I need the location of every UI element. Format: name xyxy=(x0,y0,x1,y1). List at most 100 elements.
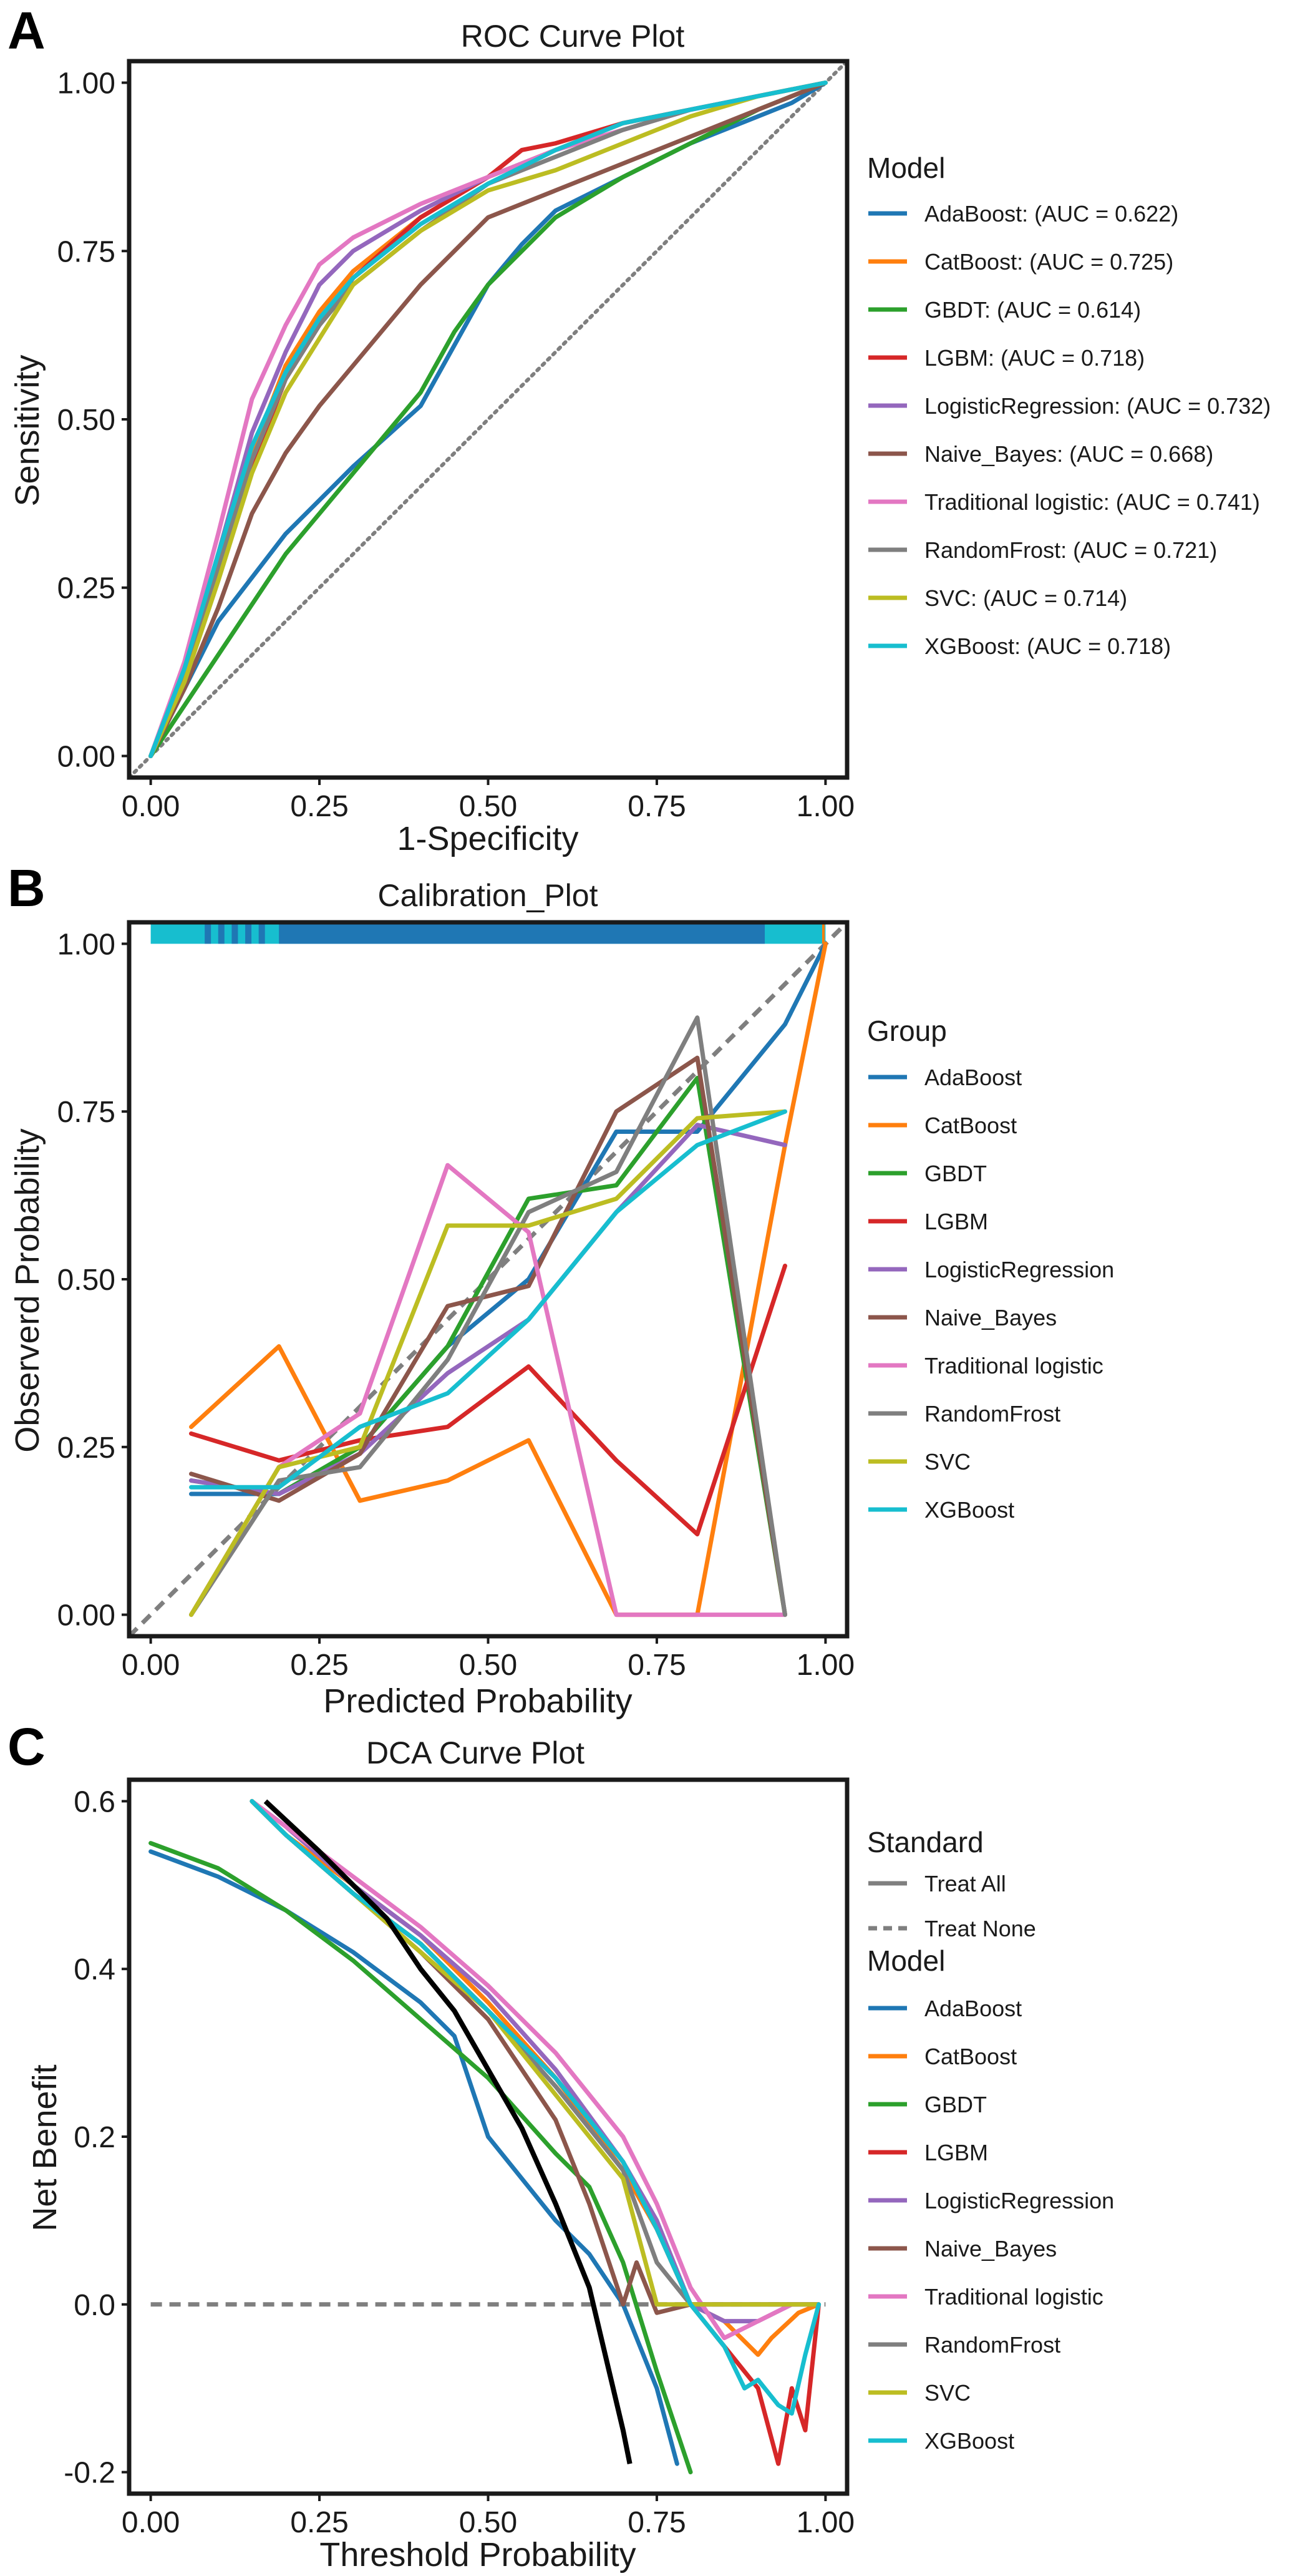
x-tick-label: 1.00 xyxy=(797,1649,855,1682)
y-tick-label: 1.00 xyxy=(57,67,115,100)
y-tick-label: 1.00 xyxy=(57,928,115,961)
series-line-gbdt xyxy=(148,1841,693,2475)
legend-label-svc: SVC: (AUC = 0.714) xyxy=(924,585,1127,611)
series-line-gbdt xyxy=(148,80,828,758)
rug-mark xyxy=(245,922,252,944)
legend-label-gbdt: GBDT: (AUC = 0.614) xyxy=(924,297,1141,323)
legend-label-catboost: CatBoost xyxy=(924,1113,1017,1138)
legend-label-adaboost: AdaBoost xyxy=(924,1065,1022,1090)
chart-title: DCA Curve Plot xyxy=(366,1735,584,1770)
legend-label-lgbm: LGBM xyxy=(924,2140,988,2165)
y-tick-label: 0.00 xyxy=(57,1599,115,1632)
rug-mark xyxy=(258,922,265,944)
legend-label-gbdt: GBDT xyxy=(924,2092,987,2117)
x-tick-label: 0.00 xyxy=(122,1649,180,1682)
plot-frame xyxy=(127,920,850,1639)
series-line-svc xyxy=(189,1109,787,1617)
panel-label: C xyxy=(7,1717,46,1776)
x-tick-label: 0.00 xyxy=(122,790,180,823)
rug-mark xyxy=(218,922,225,944)
panel-label: A xyxy=(7,1,46,60)
legend-label-naive-bayes: Naive_Bayes: (AUC = 0.668) xyxy=(924,441,1213,467)
series-line-xgboost xyxy=(189,1109,787,1490)
legend-label-gbdt: GBDT xyxy=(924,1161,987,1186)
y-tick-label: 0.50 xyxy=(57,404,115,437)
series-line-catboost xyxy=(250,1798,822,2357)
legend-label-logisticregression: LogisticRegression xyxy=(924,2188,1114,2213)
legend-label-naive-bayes: Naive_Bayes xyxy=(924,2236,1057,2261)
chart-title: Calibration_Plot xyxy=(378,878,598,913)
legend-label-svc: SVC xyxy=(924,2380,971,2406)
series-line-randomfrost xyxy=(189,1015,787,1617)
reference-diagonal xyxy=(129,922,847,1636)
series-line-xgboost xyxy=(148,80,828,758)
legend-label-logisticregression: LogisticRegression: (AUC = 0.732) xyxy=(924,393,1271,419)
legend-label-traditional-logistic: Traditional logistic xyxy=(924,1353,1103,1378)
legend: Group AdaBoost CatBoost GBDT LGBM LogisticReg… xyxy=(867,1015,1114,1523)
chart-title: ROC Curve Plot xyxy=(461,19,685,54)
y-tick-label: 0.75 xyxy=(57,235,115,268)
x-tick-label: 0.50 xyxy=(459,1649,517,1682)
y-axis-label: Observerd Probability xyxy=(9,1128,46,1452)
y-tick-label: 0.25 xyxy=(57,1432,115,1465)
plot-area xyxy=(148,1798,826,2475)
legend-label-traditional-logistic: Traditional logistic xyxy=(924,2284,1103,2310)
rug-mark xyxy=(231,922,238,944)
x-tick-label: 0.75 xyxy=(628,1649,686,1682)
y-axis-label: Sensitivity xyxy=(9,354,46,506)
legend-label-xgboost: XGBoost: (AUC = 0.718) xyxy=(924,633,1171,659)
x-tick-label: 0.25 xyxy=(290,2506,348,2539)
plot-area xyxy=(129,922,847,1636)
y-tick-label: 0.75 xyxy=(57,1096,115,1129)
legend-label-adaboost: AdaBoost: (AUC = 0.622) xyxy=(924,201,1178,227)
y-tick-label: 0.0 xyxy=(74,2289,115,2322)
y-tick-label: 0.00 xyxy=(57,740,115,773)
series-line-naive-bayes xyxy=(148,80,828,758)
x-tick-label: 0.25 xyxy=(290,790,348,823)
x-tick-label: 0.00 xyxy=(122,2506,180,2539)
legend-label-naive-bayes: Naive_Bayes xyxy=(924,1305,1057,1330)
legend-label-adaboost: AdaBoost xyxy=(924,1996,1022,2021)
y-tick-label: 0.50 xyxy=(57,1264,115,1297)
series-line-logisticregression xyxy=(189,1123,787,1496)
x-tick-label: 0.25 xyxy=(290,1649,348,1682)
legend-title: Model xyxy=(867,152,945,184)
panel-a: A ROC Curve Plot 1-Specificity Sensitivity 0… xyxy=(7,1,1271,857)
legend: Model AdaBoost: (AUC = 0.622) CatBoost: (A… xyxy=(867,152,1271,659)
legend-label-randomfrost: RandomFrost: (AUC = 0.721) xyxy=(924,537,1217,563)
plot-area xyxy=(129,61,847,778)
x-tick-label: 0.50 xyxy=(459,2506,517,2539)
panel-b: B Calibration_Plot Predicted Probability Ob… xyxy=(7,859,1114,1720)
treat-all-line xyxy=(263,1799,633,2464)
rug-mark xyxy=(205,922,211,944)
rug-band xyxy=(279,922,765,944)
x-tick-label: 1.00 xyxy=(797,790,855,823)
x-axis-label: Predicted Probability xyxy=(323,1682,632,1720)
legend-label-randomfrost: RandomFrost xyxy=(924,1401,1060,1427)
y-tick-label: 0.2 xyxy=(74,2121,115,2154)
legend-title: Model xyxy=(867,1944,945,1977)
series-line-traditional-logistic xyxy=(189,1163,787,1617)
series-line-svc xyxy=(148,80,828,758)
legend-label-treat-all: Treat All xyxy=(924,1871,1006,1896)
legend-label-svc: SVC xyxy=(924,1449,971,1475)
series-line-adaboost xyxy=(189,941,828,1496)
plot-frame xyxy=(127,1777,850,2496)
y-axis-label: Net Benefit xyxy=(26,2064,64,2231)
x-tick-label: 0.75 xyxy=(628,2506,686,2539)
x-tick-label: 1.00 xyxy=(797,2506,855,2539)
legend-title: Group xyxy=(867,1015,947,1047)
legend: Standard Treat All Treat None Model AdaBoost… xyxy=(867,1826,1114,2454)
legend-label-randomfrost: RandomFrost xyxy=(924,2332,1060,2358)
y-tick-label: 0.4 xyxy=(74,1953,115,1986)
x-axis-label: Threshold Probability xyxy=(319,2536,636,2574)
legend-label-logisticregression: LogisticRegression xyxy=(924,1257,1114,1282)
x-tick-label: 0.50 xyxy=(459,790,517,823)
plot-frame xyxy=(127,59,850,780)
reference-diagonal xyxy=(129,61,847,778)
legend-label-lgbm: LGBM xyxy=(924,1209,988,1234)
y-tick-label: 0.6 xyxy=(74,1785,115,1818)
x-axis-label: 1-Specificity xyxy=(397,820,578,857)
y-tick-label: -0.2 xyxy=(64,2457,115,2490)
legend-label-catboost: CatBoost: (AUC = 0.725) xyxy=(924,249,1173,275)
